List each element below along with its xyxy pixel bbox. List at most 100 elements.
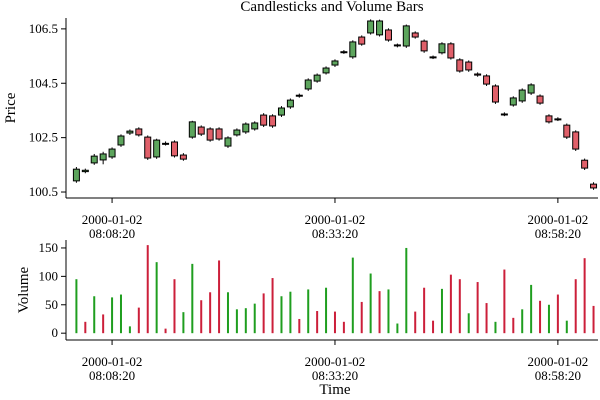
volume-bar	[556, 294, 559, 334]
candle-body	[429, 56, 437, 59]
candle-body	[135, 128, 143, 136]
candle-body	[438, 43, 446, 54]
volume-bar	[539, 300, 542, 334]
volume-bar	[503, 269, 506, 334]
candle-body	[358, 36, 366, 45]
volume-bar	[440, 288, 443, 334]
y-tick-label: 104.5	[29, 75, 58, 90]
y-tick-label: 0	[52, 325, 59, 340]
y-tick-label: 100.5	[29, 184, 58, 199]
volume-bar	[173, 279, 176, 334]
volume-bar	[209, 292, 212, 334]
volume-bar	[547, 304, 550, 334]
volume-bar	[75, 279, 78, 334]
candle-body	[447, 43, 455, 59]
volume-bar	[200, 300, 203, 334]
candle-body	[99, 153, 107, 161]
volume-bar	[476, 282, 479, 334]
candle-body	[215, 128, 223, 140]
volume-bar	[360, 301, 363, 334]
candle-body	[340, 51, 348, 54]
volume-bar	[369, 273, 372, 334]
x-tick-label: 2000-01-02 08:08:20	[82, 212, 143, 241]
volume-bar	[583, 258, 586, 334]
candle-body	[117, 135, 125, 146]
volume-bar	[565, 320, 568, 334]
volume-bar	[512, 317, 515, 334]
x-tick-label: 2000-01-02 08:33:20	[305, 212, 366, 241]
volume-bar	[333, 311, 336, 334]
volume-bar	[432, 320, 435, 334]
candle-body	[170, 141, 178, 157]
candle-body	[144, 136, 152, 159]
volume-bar	[244, 308, 247, 334]
volume-bar	[307, 289, 310, 334]
candle-body	[393, 44, 401, 47]
chart-title: Candlesticks and Volume Bars	[240, 0, 423, 15]
y-tick-label: 50	[45, 297, 58, 312]
candle-body	[179, 154, 187, 160]
candle-body	[420, 40, 428, 52]
candle-body	[242, 123, 250, 133]
y-axis-label: Price	[3, 92, 19, 123]
candle-body	[126, 130, 134, 134]
candle-body	[206, 128, 214, 141]
candle-body	[554, 118, 562, 121]
x-tick-label: 2000-01-02 08:33:20	[305, 354, 366, 383]
candle-body	[197, 126, 205, 135]
candle-body	[411, 32, 419, 38]
candle-body	[572, 131, 580, 150]
candle-body	[456, 59, 464, 72]
x-tick-label: 2000-01-02 08:58:20	[528, 212, 589, 241]
candle-body	[251, 122, 259, 130]
volume-bar	[387, 289, 390, 334]
candle-body	[269, 115, 277, 127]
volume-bar	[351, 257, 354, 334]
candle-body	[563, 124, 571, 138]
volume-bar	[93, 296, 96, 334]
volume-bar	[182, 312, 185, 334]
volume-bar	[378, 291, 381, 334]
candle-body	[108, 148, 116, 158]
candle-body	[518, 89, 526, 102]
volume-bar	[128, 326, 131, 334]
candle-body	[474, 73, 482, 76]
candle-body	[81, 169, 89, 173]
volume-bar	[467, 313, 470, 334]
candle-body	[295, 94, 303, 97]
volume-bar	[155, 262, 158, 334]
volume-bar	[592, 305, 595, 334]
candle-body	[304, 79, 312, 90]
candle-body	[483, 75, 491, 85]
volume-bar	[289, 291, 292, 334]
volume-bar	[414, 311, 417, 334]
volume-bar	[521, 309, 524, 334]
candle-body	[545, 115, 553, 123]
volume-bar	[530, 284, 533, 334]
candle-body	[376, 20, 384, 36]
volume-bar	[262, 293, 265, 334]
candle-body	[162, 142, 170, 145]
candle-body	[491, 85, 499, 103]
x-tick-label: 2000-01-02 08:58:20	[528, 354, 589, 383]
volume-bar	[119, 294, 122, 334]
volume-bar	[271, 278, 274, 334]
volume-bar	[485, 303, 488, 334]
candle-body	[286, 99, 294, 108]
candle-body	[402, 25, 410, 47]
candle-body	[536, 95, 544, 104]
volume-bar	[137, 307, 140, 334]
volume-bar	[396, 323, 399, 334]
volume-bar	[342, 321, 345, 334]
volume-bar	[226, 292, 229, 334]
candle-body	[500, 113, 508, 116]
candle-body	[509, 97, 517, 106]
volume-bar	[235, 309, 238, 334]
volume-bar	[298, 318, 301, 334]
candle-body	[260, 114, 268, 126]
x-axis-label: Time	[319, 382, 350, 398]
candle-body	[224, 137, 232, 147]
volume-bar	[253, 303, 256, 334]
candle-body	[581, 159, 589, 169]
candle-body	[349, 41, 357, 58]
